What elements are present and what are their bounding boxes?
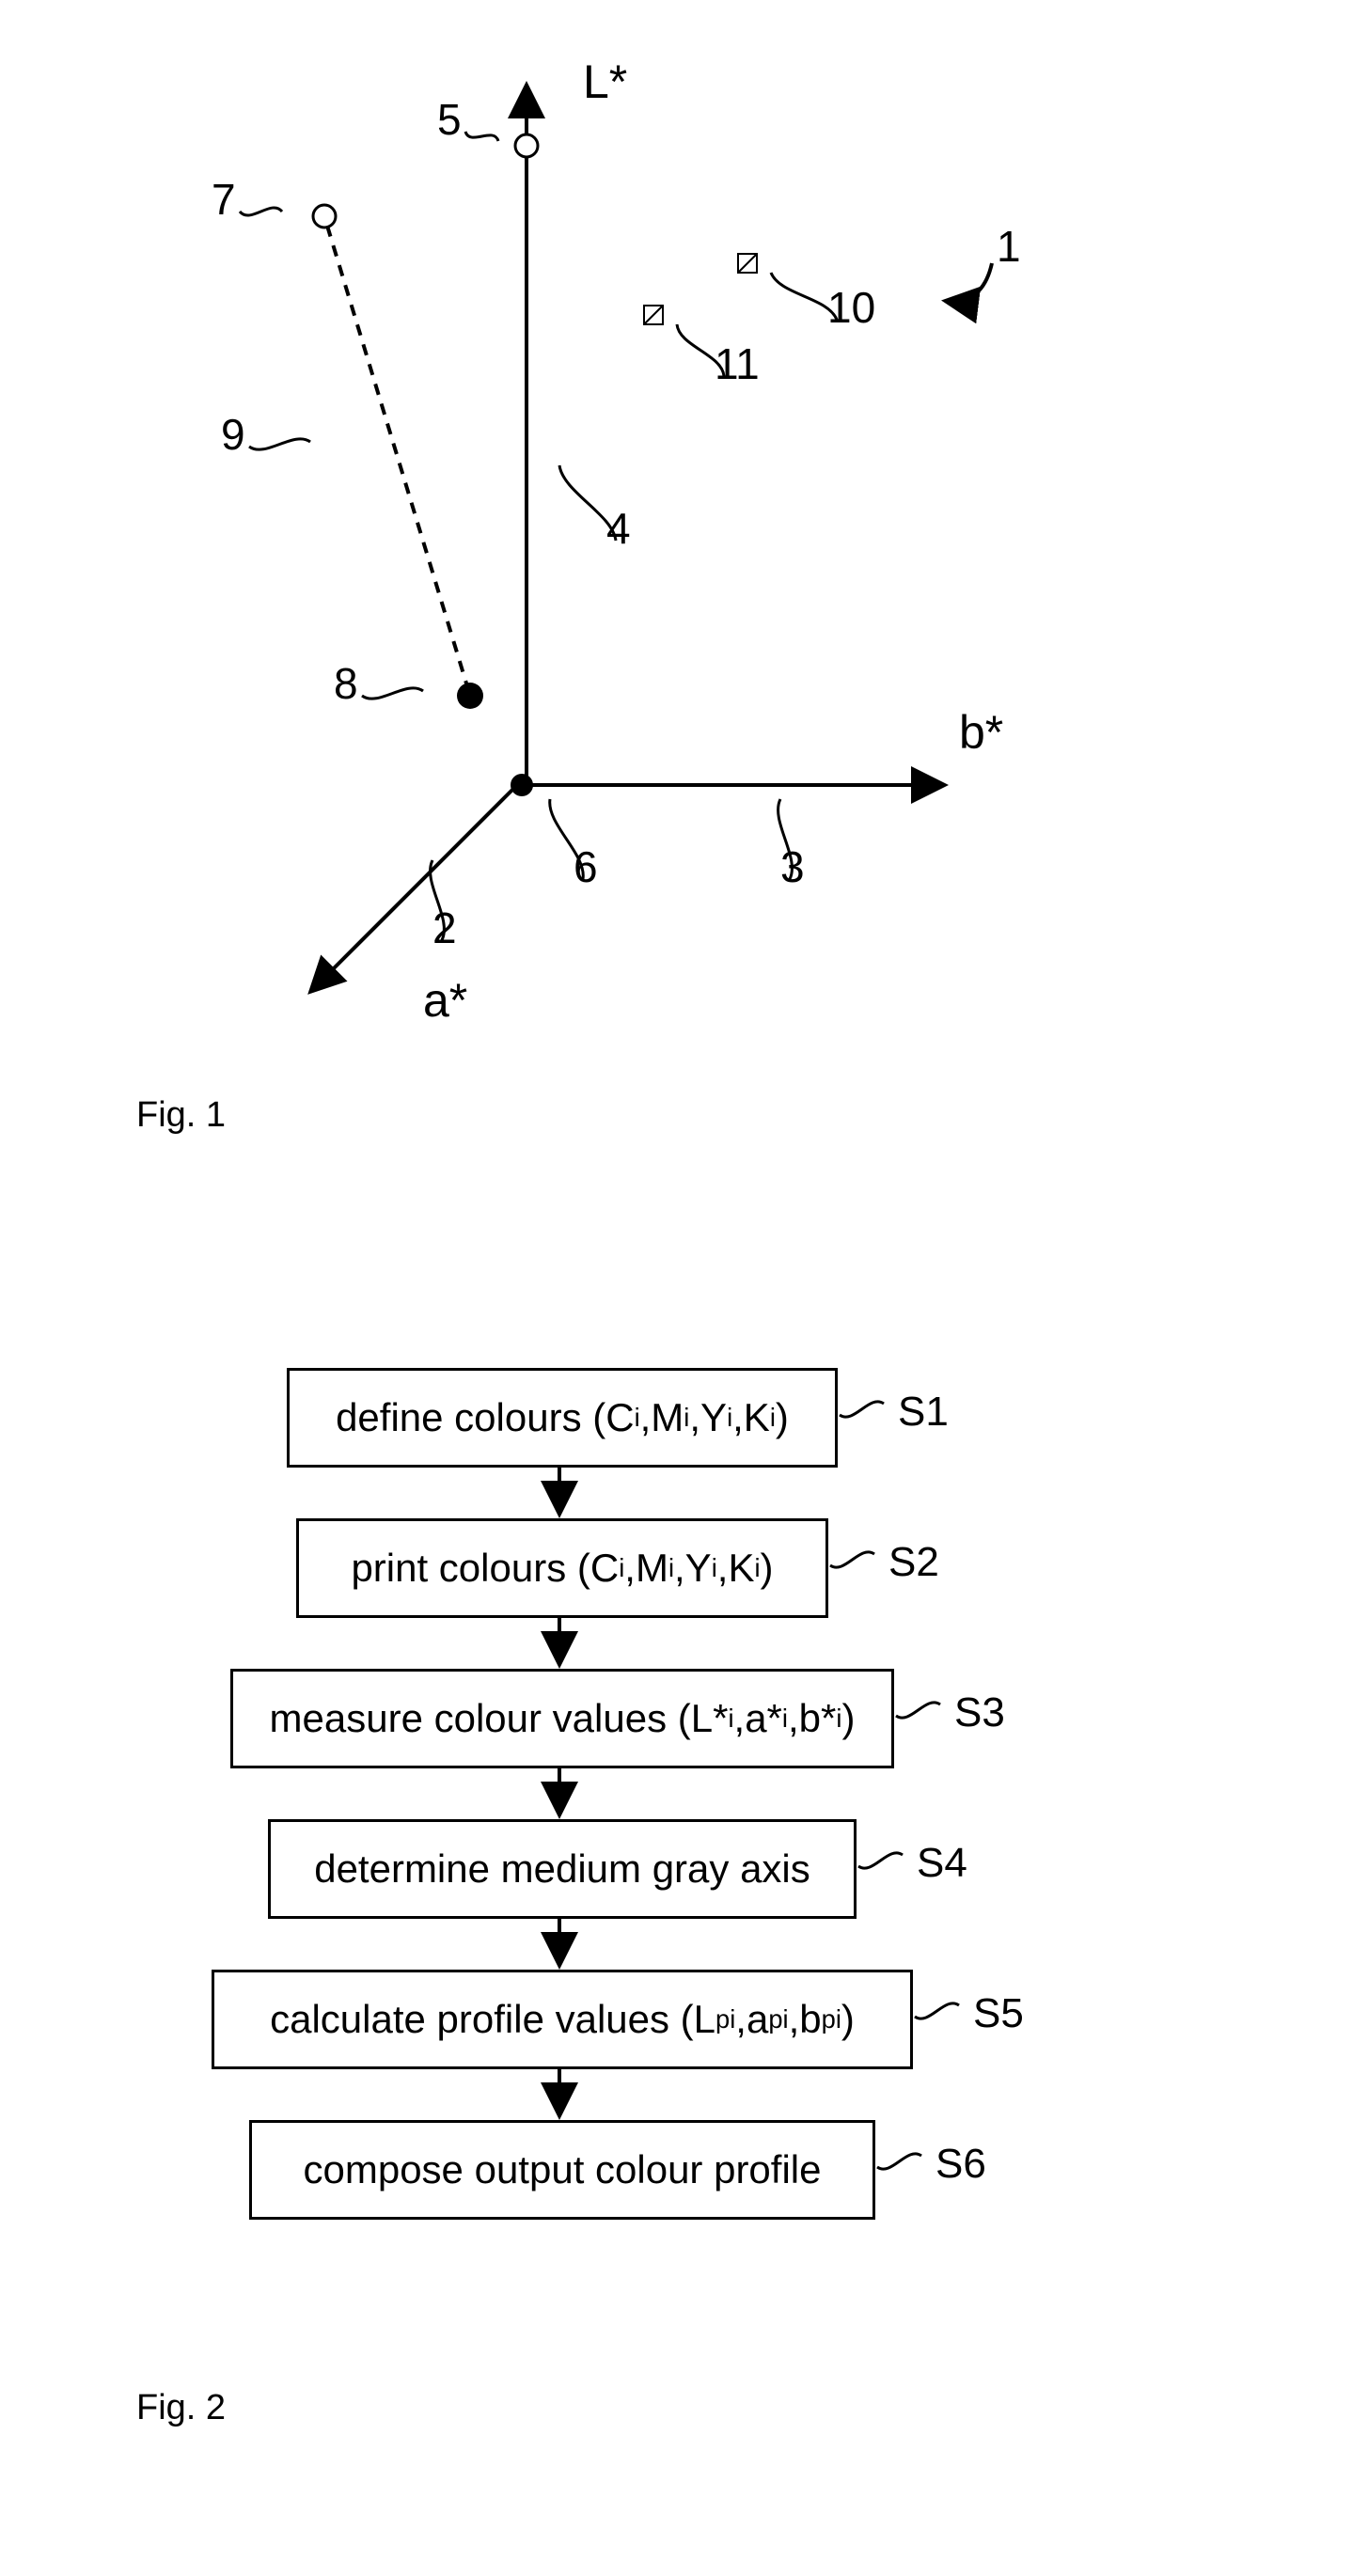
flow-step-label-S5: S5 bbox=[973, 1990, 1024, 2037]
figure-2-caption: Fig. 2 bbox=[136, 2388, 226, 2428]
flow-step-label-S4: S4 bbox=[917, 1840, 967, 1887]
flow-step-S5: calculate profile values (Lpi,api,bpi) bbox=[212, 1970, 913, 2069]
page: L*b*a*1234567891011 Fig. 1 define colour… bbox=[0, 0, 1352, 2576]
flow-step-S3: measure colour values (L*i,a*i,b*i) bbox=[230, 1669, 894, 1768]
flow-step-S6: compose output colour profile bbox=[249, 2120, 875, 2220]
flow-step-label-S3: S3 bbox=[954, 1689, 1005, 1736]
flow-step-label-S1: S1 bbox=[898, 1389, 949, 1436]
flow-step-S1: define colours (Ci,Mi,Yi,Ki) bbox=[287, 1368, 838, 1468]
flow-step-label-S2: S2 bbox=[888, 1539, 939, 1586]
flow-step-S4: determine medium gray axis bbox=[268, 1819, 857, 1919]
flow-step-S2: print colours (Ci,Mi,Yi,Ki) bbox=[296, 1518, 828, 1618]
flow-step-label-S6: S6 bbox=[935, 2141, 986, 2188]
